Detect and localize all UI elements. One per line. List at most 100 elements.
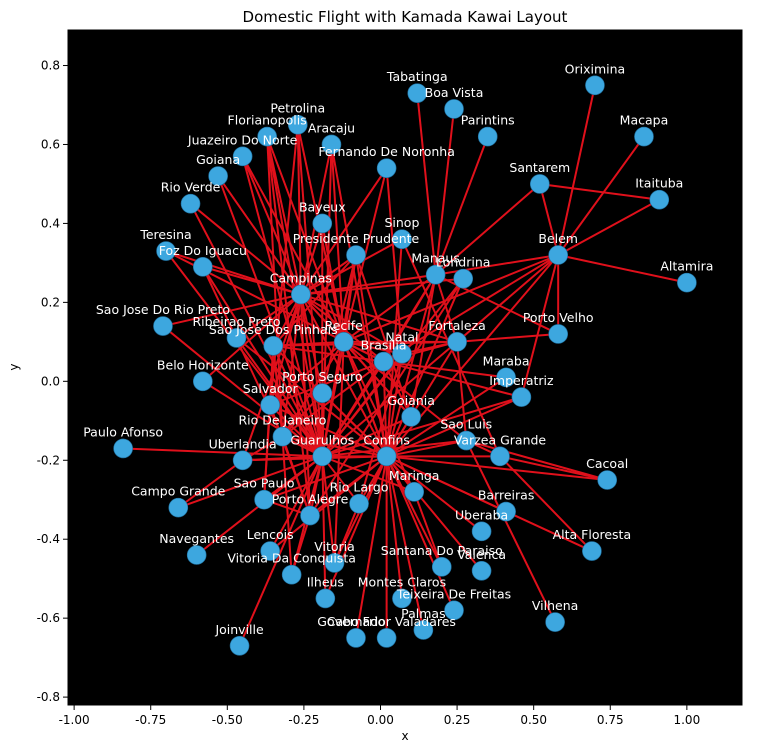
edge-rio-verde-guarulhos bbox=[189, 203, 324, 457]
node-londrina bbox=[453, 268, 474, 289]
node-barreiras bbox=[496, 501, 516, 522]
y-tick-label: 0.8 bbox=[41, 59, 60, 73]
edge-foz-do-iguacu-campinas bbox=[202, 265, 302, 296]
edge-sao-jose-dos-pinhais-rio-de-janeiro bbox=[272, 345, 284, 437]
node-navegantes bbox=[186, 545, 207, 565]
node-campo-grande bbox=[168, 497, 189, 518]
edge-sao-luis-vilhena bbox=[465, 440, 557, 623]
edge-sao-jose-do-rio-preto-guarulhos bbox=[162, 325, 323, 458]
node-valenca bbox=[471, 560, 492, 581]
edge-florianopolis-campinas bbox=[266, 136, 302, 295]
edge-varzea-grande-alta-floresta bbox=[499, 455, 593, 552]
edge-fortaleza-sao-luis bbox=[456, 341, 468, 441]
node-santana-do-paraiso bbox=[431, 557, 452, 577]
node-cacoal bbox=[597, 470, 618, 490]
y-tick-label: -0.6 bbox=[37, 611, 60, 625]
edge-guarulhos-campo-grande bbox=[177, 455, 323, 509]
node-label-macapa: Macapa bbox=[620, 113, 669, 128]
edge-brasilia-rio-de-janeiro bbox=[281, 360, 385, 438]
node-label-cacoal: Cacoal bbox=[586, 456, 628, 471]
edge-campinas-brasilia bbox=[300, 293, 385, 363]
edge-aracaju-confins bbox=[330, 144, 388, 457]
node-bayeux bbox=[312, 213, 333, 234]
edge-sao-luis-confins bbox=[386, 439, 467, 458]
edge-campinas-porto-alegre bbox=[299, 294, 312, 516]
node-label-vitoria: Vitoria bbox=[314, 539, 355, 554]
node-florianopolis bbox=[257, 126, 277, 147]
node-confins bbox=[376, 446, 397, 467]
y-axis-label: y bbox=[7, 363, 21, 370]
node-uberaba bbox=[471, 521, 492, 542]
node-altamira bbox=[677, 272, 697, 293]
edge-porto-seguro-rio-de-janeiro bbox=[281, 392, 324, 438]
node-santarem bbox=[529, 174, 550, 194]
edge-parintins-manaus bbox=[434, 136, 489, 276]
node-label-londrina: Londrina bbox=[436, 255, 490, 270]
edge-manaus-goiania bbox=[410, 274, 437, 418]
node-label-montes-claros: Montes Claros bbox=[358, 574, 446, 589]
edge-oriximina-belem bbox=[557, 85, 596, 256]
node-label-sinop: Sinop bbox=[384, 215, 419, 230]
node-label-porto-alegre: Porto Alegre bbox=[272, 492, 349, 507]
node-fortaleza bbox=[447, 332, 467, 352]
edge-rio-de-janeiro-confins bbox=[282, 435, 387, 458]
node-paulo-afonso bbox=[113, 438, 133, 459]
edge-guarulhos-ilheus bbox=[321, 456, 327, 599]
node-maringa bbox=[404, 482, 424, 502]
node-rio-de-janeiro bbox=[272, 426, 293, 447]
node-label-juazeiro-do-norte: Juazeiro Do Norte bbox=[187, 132, 298, 147]
edge-brasilia-guarulhos bbox=[321, 361, 385, 457]
node-label-campo-grande: Campo Grande bbox=[131, 484, 225, 499]
edge-aracaju-guarulhos bbox=[321, 144, 333, 457]
edge-campinas-sao-jose-do-rio-preto bbox=[162, 293, 302, 328]
edge-goiana-campinas bbox=[217, 175, 302, 296]
node-sao-jose-dos-pinhais bbox=[263, 335, 284, 356]
node-boa-vista bbox=[444, 99, 464, 119]
node-juazeiro-do-norte bbox=[232, 146, 253, 167]
node-label-itaituba: Itaituba bbox=[635, 176, 683, 191]
node-label-tabatinga: Tabatinga bbox=[386, 69, 448, 84]
chart-title: Domestic Flight with Kamada Kawai Layout bbox=[243, 8, 568, 26]
node-goiana bbox=[208, 166, 228, 186]
x-tick-label: 1.00 bbox=[673, 713, 700, 727]
node-petrolina bbox=[287, 114, 308, 135]
edge-confins-alta-floresta bbox=[386, 455, 593, 552]
edge-campinas-ribeirao-preto bbox=[235, 293, 302, 339]
edge-fortaleza-porto-velho bbox=[457, 332, 559, 343]
node-teixeira-de-freitas bbox=[444, 600, 464, 621]
node-label-governador-valadares: Governador Valadares bbox=[317, 614, 456, 629]
edge-sao-jose-dos-pinhais-guarulhos bbox=[272, 345, 324, 457]
node-label-teixeira-de-freitas: Teixeira De Freitas bbox=[396, 586, 511, 601]
x-tick-label: 0.00 bbox=[367, 713, 394, 727]
edge-ribeirao-preto-confins bbox=[235, 337, 388, 458]
node-label-rio-verde: Rio Verde bbox=[161, 180, 221, 195]
node-label-sao-jose-do-rio-preto: Sao Jose Do Rio Preto bbox=[96, 302, 230, 317]
node-maraba bbox=[496, 367, 516, 388]
node-label-natal: Natal bbox=[385, 330, 418, 345]
node-vilhena bbox=[545, 612, 565, 632]
node-label-oriximina: Oriximina bbox=[565, 61, 626, 76]
edge-rio-largo-vitoria bbox=[333, 503, 360, 564]
edge-campinas-salvador bbox=[269, 294, 302, 406]
y-tick-label: -0.8 bbox=[37, 690, 60, 704]
node-porto-seguro bbox=[312, 383, 333, 403]
node-label-vilhena: Vilhena bbox=[532, 598, 578, 613]
edge-salvador-confins bbox=[269, 404, 388, 458]
edge-maringa-santana-do-paraiso bbox=[413, 491, 443, 568]
node-label-brasilia: Brasilia bbox=[361, 338, 407, 353]
edge-juazeiro-do-norte-recife bbox=[241, 155, 345, 343]
edge-belem-manaus bbox=[435, 254, 559, 276]
node-vitoria bbox=[324, 553, 345, 573]
edge-rio-verde-campinas bbox=[189, 202, 302, 296]
edge-brasilia-maraba bbox=[383, 360, 507, 379]
edge-itaituba-belem bbox=[557, 198, 660, 256]
node-cabo-frio bbox=[346, 628, 366, 648]
node-presidente-prudente bbox=[346, 245, 366, 265]
node-label-belo-horizonte: Belo Horizonte bbox=[157, 357, 249, 372]
y-tick-label: 0.4 bbox=[41, 216, 60, 230]
edge-confins-lencois bbox=[269, 455, 388, 552]
node-parintins bbox=[477, 126, 498, 147]
edge-uberlandia-campo-grande bbox=[177, 459, 244, 509]
